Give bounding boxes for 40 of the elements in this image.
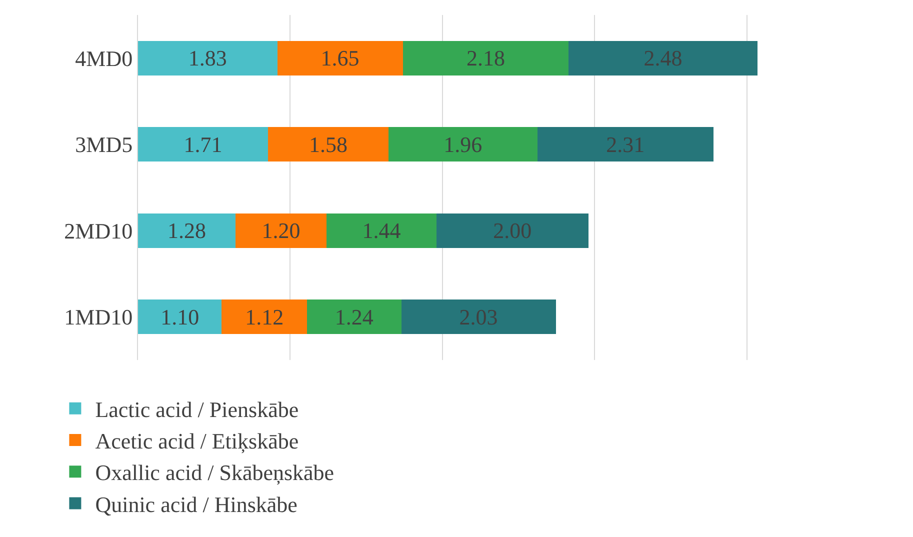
data-label: 2.31 (606, 132, 645, 157)
data-label: 1.10 (160, 304, 200, 330)
bar (138, 40, 278, 76)
bar (568, 40, 758, 76)
y-tick-label: 1MD10 (64, 304, 133, 330)
bar (402, 40, 569, 76)
bar (222, 300, 307, 334)
bar (268, 127, 388, 162)
data-label: 1.83 (188, 46, 227, 71)
y-tick-label: 3MD5 (75, 132, 133, 158)
data-label: 2.03 (459, 304, 498, 330)
data-label: 2.18 (466, 46, 505, 71)
bar (138, 213, 236, 248)
legend-label: Quinic acid / Hinskābe (95, 492, 298, 517)
data-label: 1.71 (184, 132, 222, 157)
bar (388, 127, 538, 162)
data-label: 1.24 (334, 304, 374, 330)
bar (235, 213, 327, 248)
legend-label: Lactic acid / Pienskābe (95, 396, 299, 422)
data-label: 1.58 (308, 132, 348, 157)
data-label: 1.28 (167, 218, 206, 244)
y-tick-label: 2MD10 (64, 218, 133, 244)
data-label: 1.12 (245, 304, 284, 330)
legend-label: Acetic acid / Etiķskābe (95, 428, 299, 454)
bar (138, 127, 268, 162)
data-label: 1.65 (320, 46, 360, 71)
bar (138, 300, 222, 334)
data-label: 2.48 (644, 46, 682, 71)
bar (537, 127, 714, 162)
bar (401, 300, 556, 334)
bar (277, 40, 403, 76)
data-label: 1.44 (362, 218, 401, 244)
data-label: 1.96 (444, 132, 482, 157)
bar (306, 300, 402, 334)
data-label: 2.00 (493, 218, 532, 244)
bar (326, 213, 436, 248)
data-label: 1.20 (262, 218, 300, 244)
y-tick-label: 4MD0 (75, 46, 133, 71)
bar (436, 213, 588, 248)
legend-label: Oxallic acid / Skābeņskābe (95, 460, 334, 486)
